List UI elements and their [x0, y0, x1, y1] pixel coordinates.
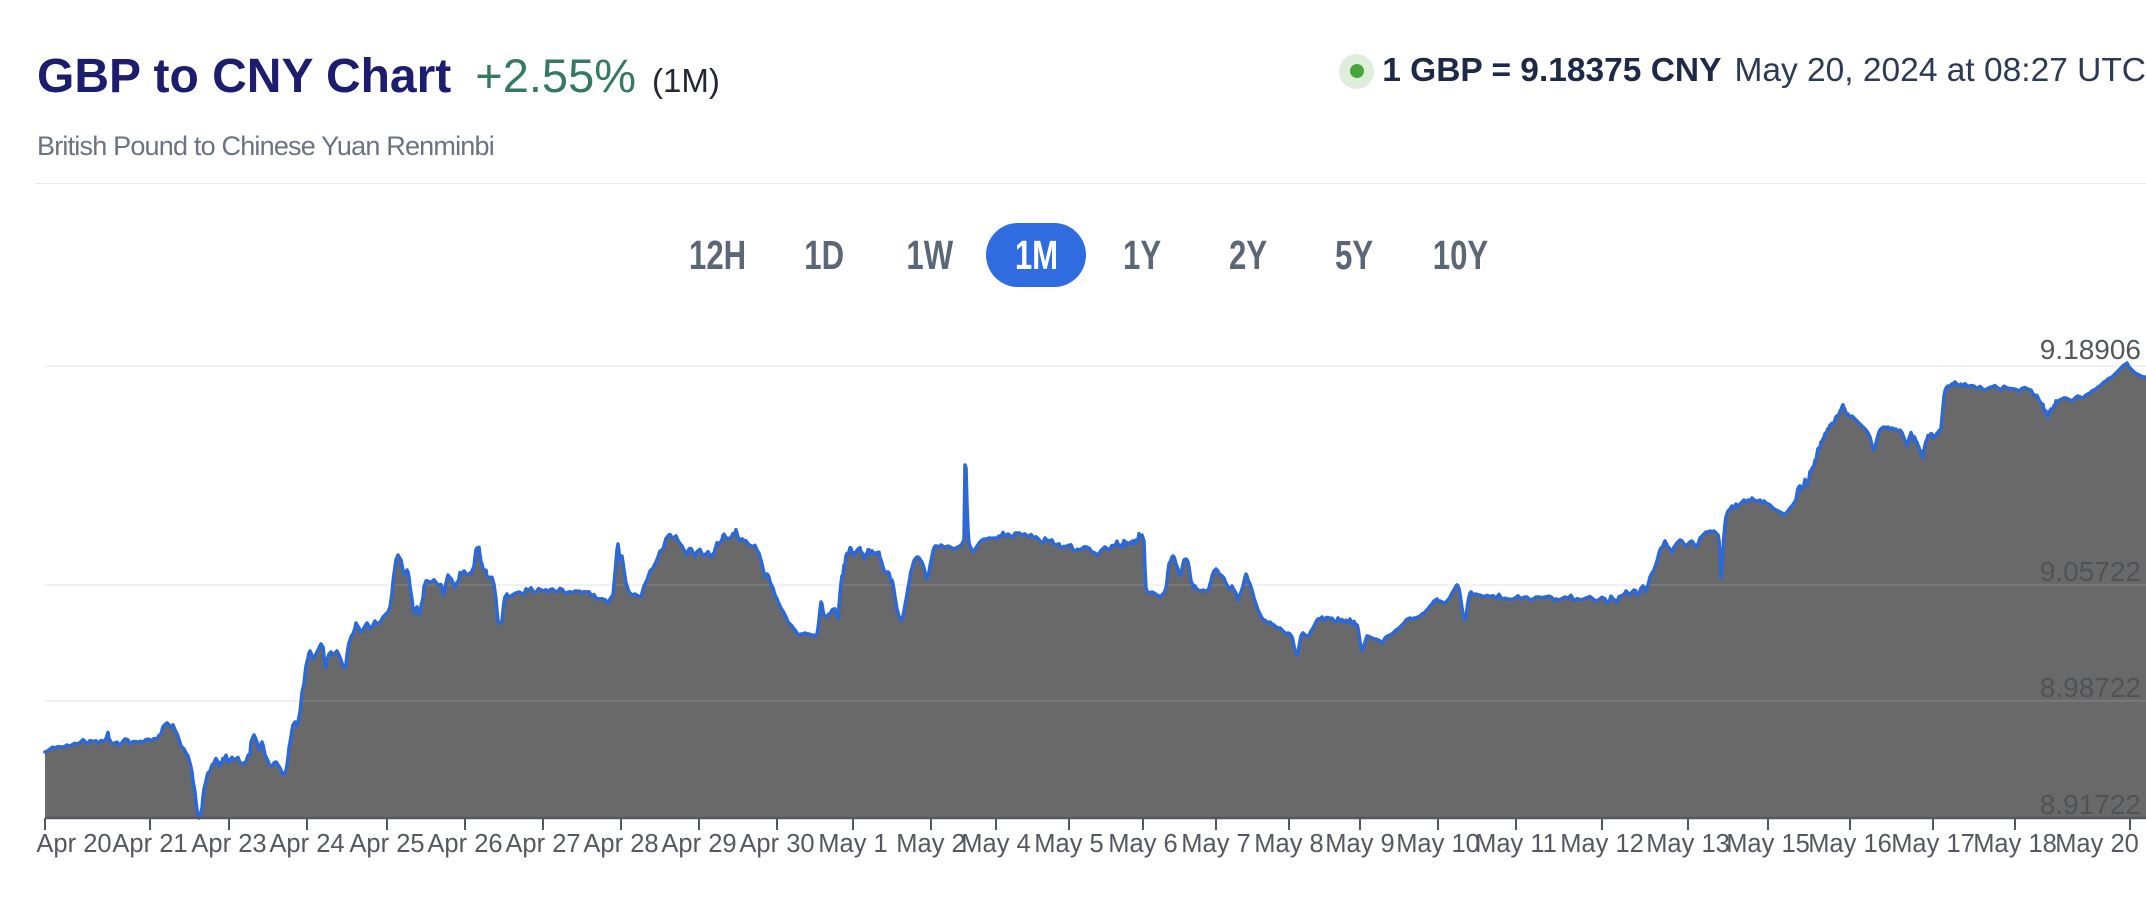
svg-text:9.05722: 9.05722 — [2040, 556, 2141, 587]
svg-text:May 4: May 4 — [961, 830, 1030, 858]
svg-text:Apr 26: Apr 26 — [427, 830, 502, 858]
svg-text:May 17: May 17 — [1891, 830, 1975, 858]
svg-text:May 10: May 10 — [1396, 830, 1480, 858]
svg-text:May 12: May 12 — [1560, 830, 1644, 858]
svg-text:Apr 25: Apr 25 — [349, 830, 424, 858]
svg-text:May 11: May 11 — [1475, 830, 1557, 858]
svg-text:May 2: May 2 — [896, 830, 965, 858]
svg-text:Apr 29: Apr 29 — [661, 830, 736, 858]
svg-text:May 15: May 15 — [1726, 830, 1810, 858]
svg-text:May 9: May 9 — [1325, 830, 1394, 858]
svg-text:9.18906: 9.18906 — [2040, 334, 2141, 365]
svg-text:Apr 24: Apr 24 — [269, 830, 344, 858]
svg-text:May 7: May 7 — [1181, 830, 1250, 858]
svg-text:8.98722: 8.98722 — [2040, 672, 2141, 703]
svg-text:8.91722: 8.91722 — [2040, 789, 2141, 820]
svg-text:Apr 21: Apr 21 — [112, 830, 187, 858]
svg-text:Apr 30: Apr 30 — [739, 830, 814, 858]
svg-text:May 20: May 20 — [2055, 830, 2139, 858]
svg-text:Apr 20: Apr 20 — [36, 830, 111, 858]
svg-text:Apr 23: Apr 23 — [191, 830, 266, 858]
svg-text:Apr 27: Apr 27 — [505, 830, 580, 858]
svg-text:May 6: May 6 — [1108, 830, 1177, 858]
svg-text:Apr 28: Apr 28 — [583, 830, 658, 858]
svg-text:May 18: May 18 — [1973, 830, 2057, 858]
svg-text:May 16: May 16 — [1808, 830, 1892, 858]
svg-text:May 13: May 13 — [1646, 830, 1730, 858]
svg-text:May 8: May 8 — [1254, 830, 1323, 858]
svg-text:May 1: May 1 — [818, 830, 887, 858]
svg-text:May 5: May 5 — [1034, 830, 1103, 858]
